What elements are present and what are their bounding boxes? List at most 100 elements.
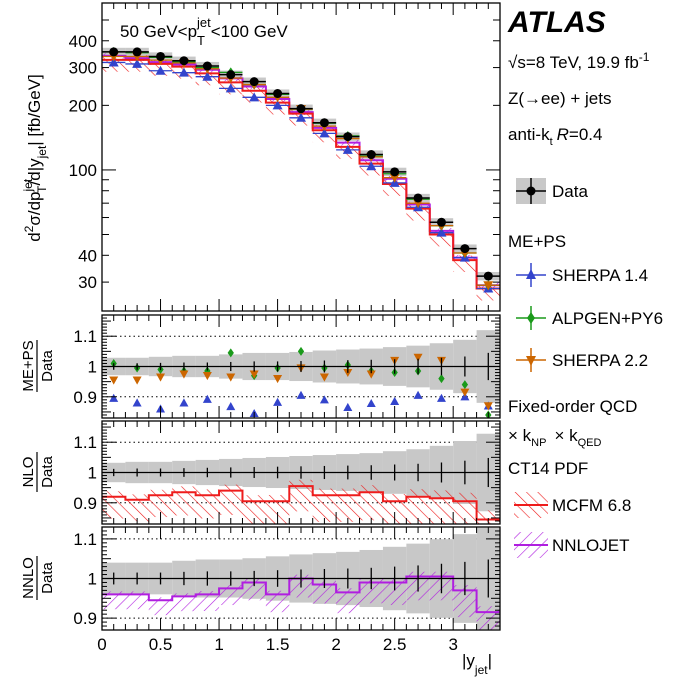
data-point <box>460 244 470 254</box>
legend-alpgen-label: ALPGEN+PY6 <box>552 309 663 328</box>
nnlojet-ratio-band <box>312 580 337 604</box>
nnlojet-line <box>102 54 500 287</box>
x-tick-label: 2 <box>331 635 340 654</box>
sherpa22-ratio-point <box>366 370 376 379</box>
mcfm-ratio-band <box>219 484 243 515</box>
mcfm-ratio-band <box>289 479 313 512</box>
legend-meps-header: ME+PS <box>508 232 566 251</box>
ratio-nnlo-panel: 0 0.5 1 1.5 2 2.5 3 0.9 1 1.1 <box>73 526 501 654</box>
sherpa14-point <box>366 161 377 171</box>
legend-nnlojet-label: NNLOJET <box>552 536 629 555</box>
nnlojet-ratio-band <box>219 585 243 606</box>
sherpa14-ratio-point <box>366 398 376 408</box>
sherpa14-ratio-point <box>343 402 353 411</box>
sherpa22-ratio-point <box>249 370 259 379</box>
main-title: 50 GeV<pTjet<100 GeV <box>120 15 288 48</box>
ratio-y-tick-label: 0.9 <box>73 388 97 407</box>
sherpa22-ratio-point <box>179 370 189 379</box>
sherpa14-point <box>249 92 260 102</box>
nnlojet-ratio-band <box>195 591 220 611</box>
sherpa14-ratio-point <box>413 390 423 399</box>
x-axis-label: |yjet| <box>462 651 492 677</box>
data-point <box>319 118 329 128</box>
x-tick-label: 0.5 <box>149 635 173 654</box>
ratio-nlo-ylabel: NLO Data <box>20 452 56 492</box>
y-tick-label: 400 <box>69 32 97 51</box>
legend-sherpa14-label: SHERPA 1.4 <box>552 266 648 285</box>
ratio-nnlo-ylabel-den: Data <box>39 562 56 594</box>
sherpa14-ratio-point <box>132 398 142 407</box>
legend-nnlojet-marker <box>514 532 548 558</box>
legend-fo-header: Fixed-order QCD <box>508 397 637 416</box>
data-point <box>132 47 142 57</box>
data-point <box>249 77 259 87</box>
ratio-meps-ylabel-num: ME+PS <box>20 340 37 391</box>
main-ylabel: d2σ/dpjetT/d|yjet| [fb/GeV] <box>21 74 49 242</box>
y-tick-label: 200 <box>69 96 97 115</box>
nnlojet-ratio-band <box>453 585 477 618</box>
sherpa22-ratio-point <box>319 373 329 382</box>
legend-mcfm-label: MCFM 6.8 <box>552 496 631 515</box>
nnlojet-ratio-band <box>102 591 126 610</box>
ratio-y-tick-label: 1 <box>88 464 97 483</box>
sherpa22-ratio-point <box>413 353 423 362</box>
sherpa22-ratio-point <box>460 388 470 397</box>
nnlojet-ratio-band <box>359 578 383 604</box>
data-point <box>179 56 189 66</box>
sherpa14-point <box>178 67 189 77</box>
ratio-meps-ylabel: ME+PS Data <box>20 340 56 392</box>
data-point <box>436 217 446 227</box>
panel-frame <box>101 2 501 312</box>
sherpa14-point <box>342 144 353 154</box>
sherpa14-ratio-point <box>319 395 329 404</box>
ratio-meps-panel: 0.9 1 1.1 <box>73 314 501 419</box>
ratio-y-tick-label: 1 <box>88 358 97 377</box>
sherpa22-ratio-point <box>202 371 212 381</box>
sherpa14-ratio-point <box>390 396 400 405</box>
sherpa14-ratio-point <box>436 393 446 402</box>
alpgen-ratio-point <box>461 380 469 390</box>
mcfm-ratio-band <box>125 494 149 522</box>
sherpa14-ratio-point <box>109 393 119 402</box>
alpgen-ratio-point <box>227 348 234 358</box>
legend-energy: √s=8 TeV, 19.9 fb-1 <box>508 50 650 72</box>
data-point <box>413 193 423 203</box>
data-point <box>226 70 236 80</box>
sherpa14-point <box>319 128 330 138</box>
data-point <box>296 104 306 114</box>
legend-pdf: CT14 PDF <box>508 459 588 478</box>
sherpa22-point <box>483 281 494 291</box>
legend-mcfm-marker <box>514 492 548 518</box>
sherpa14-point <box>272 100 283 110</box>
sherpa14-point <box>108 57 119 67</box>
ratio-y-tick-label: 1.1 <box>73 530 97 549</box>
sherpa22-ratio-point <box>156 373 166 382</box>
sherpa14-point <box>202 71 213 81</box>
data-point <box>366 150 376 160</box>
nnlojet-ratio-band <box>148 597 173 616</box>
legend-algorithm: anti-kt R=0.4 <box>508 125 602 148</box>
sherpa22-ratio-point <box>273 375 283 384</box>
legend: ATLAS √s=8 TeV, 19.9 fb-1 Z(→ee) + jets … <box>507 6 663 558</box>
sherpa22-ratio-point <box>132 376 142 385</box>
sherpa14-point <box>155 65 166 75</box>
legend-data-marker <box>516 178 546 204</box>
data-point <box>273 89 283 99</box>
legend-alpgen-marker <box>516 306 546 330</box>
mcfm-ratio-line <box>102 485 500 521</box>
sherpa14-ratio-point <box>296 390 306 399</box>
data-point <box>109 47 119 57</box>
sherpa22-ratio-point <box>343 368 353 378</box>
ratio-plot-area <box>102 330 500 418</box>
ratio-y-tick-label: 1.1 <box>73 433 97 452</box>
ratio-nlo-panel: 0.9 1 1.1 <box>73 420 501 525</box>
x-tick-label: 1.5 <box>266 635 290 654</box>
mcfm-ratio-band <box>476 510 500 524</box>
mcfm-ratio-band <box>359 485 383 521</box>
sherpa14-ratio-point <box>202 394 212 403</box>
legend-sherpa14-marker <box>516 263 546 287</box>
mcfm-ratio-band <box>172 486 196 516</box>
ratio-nnlo-ylabel: NNLO Data <box>20 556 56 600</box>
